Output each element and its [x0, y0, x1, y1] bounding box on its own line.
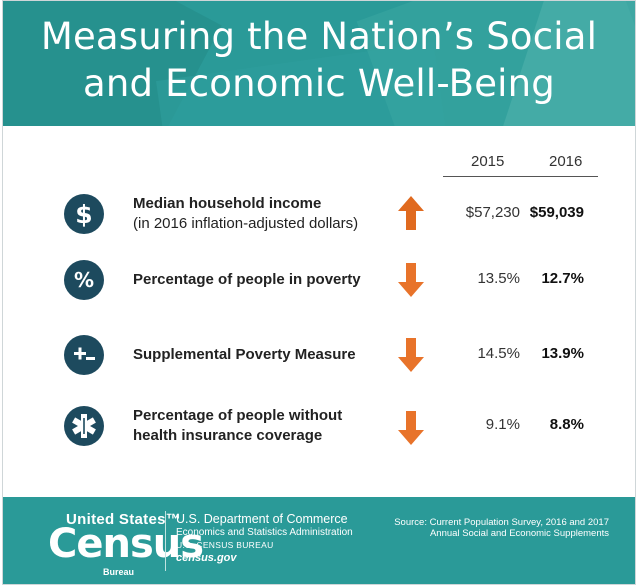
- arrow-down-icon: [398, 263, 424, 297]
- row-label-main: Supplemental Poverty Measure: [133, 346, 356, 363]
- department-block: U.S. Department of Commerce Economics an…: [176, 513, 353, 565]
- row-label-main-2: health insurance coverage: [133, 427, 323, 444]
- value-2015: 13.5%: [477, 270, 520, 287]
- footer-divider: [165, 511, 166, 571]
- header-divider: [443, 176, 598, 177]
- census-logo: Census: [48, 521, 204, 567]
- website-link[interactable]: census.gov: [176, 552, 237, 564]
- plus-minus-icon: [64, 335, 104, 375]
- percent-icon: %: [64, 260, 104, 300]
- value-2015: 14.5%: [477, 345, 520, 362]
- logo-text-bureau: Bureau: [103, 567, 135, 577]
- value-2016: 8.8%: [549, 416, 584, 433]
- medical-star-icon: [64, 406, 104, 446]
- row-label-main: Percentage of people in poverty: [133, 271, 361, 288]
- row-label: Supplemental Poverty Measure: [133, 345, 356, 365]
- row-label-main: Percentage of people without: [133, 407, 343, 424]
- column-header-2016: 2016: [549, 153, 583, 170]
- value-2016: 13.9%: [541, 345, 584, 362]
- dept-name: U.S. Department of Commerce: [176, 512, 348, 526]
- footer-bar: United States™ Census Bureau U.S. Depart…: [3, 497, 635, 584]
- title-line-2: and Economic Well-Being: [83, 62, 555, 105]
- value-2015: 9.1%: [485, 416, 520, 433]
- arrow-down-icon: [398, 411, 424, 445]
- header-banner: Measuring the Nation’s Social and Econom…: [3, 1, 635, 126]
- row-label: Percentage of people in poverty: [133, 270, 361, 290]
- dollar-icon: $: [64, 194, 104, 234]
- logo-text-top: United States™: [66, 511, 182, 528]
- title-line-1: Measuring the Nation’s Social: [40, 15, 598, 58]
- arrow-up-icon: [398, 196, 424, 230]
- page-title: Measuring the Nation’s Social and Econom…: [3, 13, 635, 107]
- column-header-2015: 2015: [471, 153, 505, 170]
- source-note: Source: Current Population Survey, 2016 …: [394, 517, 609, 539]
- dept-bureau: U.S. CENSUS BUREAU: [176, 540, 274, 550]
- row-label: Percentage of people without health insu…: [133, 406, 342, 446]
- row-label-main: Median household income: [133, 195, 322, 212]
- row-label-sub: (in 2016 inflation-adjusted dollars): [133, 215, 359, 232]
- value-2015: $57,230: [465, 204, 520, 221]
- source-line-2: Annual Social and Economic Supplements: [429, 528, 609, 539]
- value-2016: 12.7%: [541, 270, 584, 287]
- row-label: Median household income (in 2016 inflati…: [133, 194, 358, 234]
- value-2016: $59,039: [529, 204, 584, 221]
- dept-admin: Economics and Statistics Administration: [176, 527, 353, 538]
- source-line-1: Source: Current Population Survey, 2016 …: [394, 517, 609, 528]
- arrow-down-icon: [398, 338, 424, 372]
